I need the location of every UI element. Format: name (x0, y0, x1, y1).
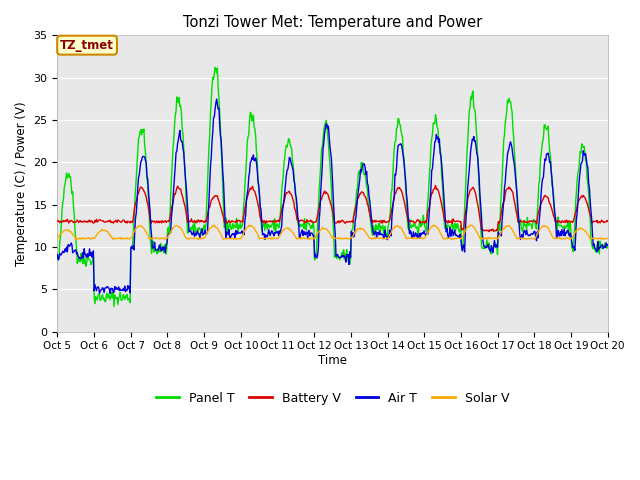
Legend: Panel T, Battery V, Air T, Solar V: Panel T, Battery V, Air T, Solar V (151, 387, 514, 410)
Y-axis label: Temperature (C) / Power (V): Temperature (C) / Power (V) (15, 101, 28, 266)
Title: Tonzi Tower Met: Temperature and Power: Tonzi Tower Met: Temperature and Power (183, 15, 482, 30)
Text: TZ_tmet: TZ_tmet (60, 39, 114, 52)
X-axis label: Time: Time (318, 354, 347, 367)
